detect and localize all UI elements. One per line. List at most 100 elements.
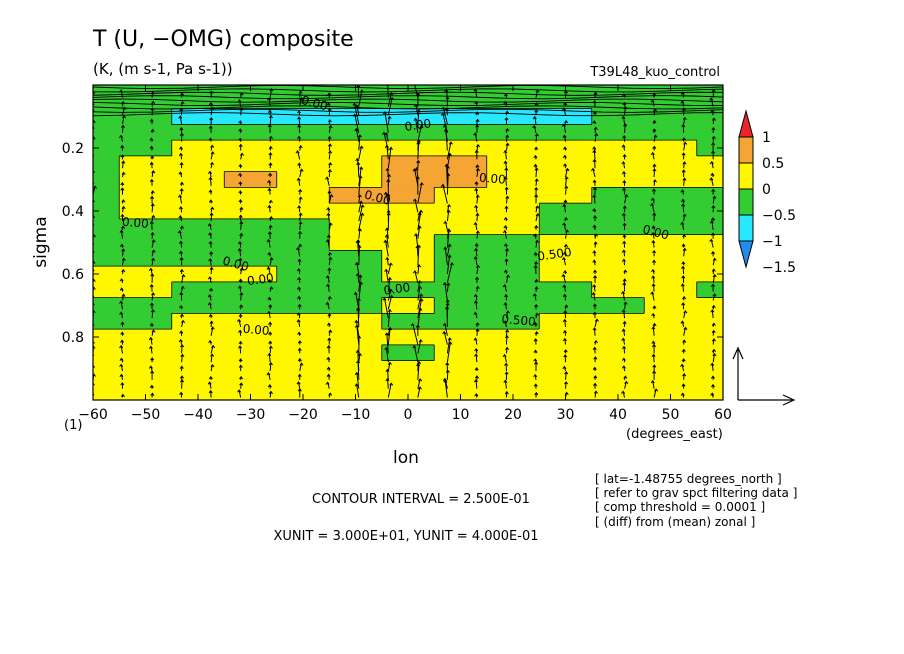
wind-vector [327,337,332,345]
wind-vector [238,313,243,319]
wind-vector [417,378,423,389]
wind-vector [296,246,301,257]
wind-vector [178,206,183,213]
wind-vector [354,127,360,142]
wind-vector [210,363,215,372]
wind-vector [652,92,657,98]
wind-vector [149,220,154,230]
heatmap-cell [224,329,278,346]
wind-vector [623,105,628,116]
wind-vector [119,311,124,319]
heatmap-cell [381,218,435,236]
wind-vector [709,97,714,107]
wind-vector [652,370,657,380]
wind-vector [93,382,95,389]
chart-title: T (U, −OMG) composite [92,27,354,52]
wind-vector [622,179,627,186]
wind-vector [709,220,714,230]
y-axis-label: sigma [31,216,51,267]
wind-vector [650,99,655,107]
heatmap-cell [696,155,723,173]
wind-vector [680,320,685,328]
colorbar-label: −1 [762,234,783,250]
wind-vector [504,186,509,195]
wind-vector [209,287,214,292]
heatmap-cell [276,203,330,220]
heatmap-cell [381,140,435,157]
wind-vector [562,337,567,345]
heatmap-cell [434,344,488,362]
wind-vector [120,213,125,222]
wind-vector [239,267,244,275]
wind-vector [505,247,510,257]
heatmap-cell [434,250,488,267]
wind-vector [563,349,568,354]
wind-vector [268,331,273,336]
wind-vector [652,128,657,133]
x-tick-label: −10 [341,407,371,423]
wind-vector [382,297,389,319]
colorbar-label: 1 [762,130,771,146]
heatmap-cell [119,218,173,236]
wind-vector [387,91,394,107]
wind-vector [417,124,424,142]
wind-vector [416,264,422,275]
wind-vector [237,99,242,107]
contour-label: 0.500 [536,245,572,264]
wind-vector [533,163,538,169]
wind-vector [387,262,393,275]
heatmap-cell [696,250,723,267]
info-line: [ refer to grav spct filtering data ] [595,486,797,500]
wind-vector [328,193,334,204]
heatmap-cell [171,376,225,400]
wind-vector [592,146,597,151]
wind-vector [594,318,599,328]
wind-vector [505,127,510,133]
wind-vector [473,132,478,142]
heatmap-cell [276,281,330,299]
wind-vector [267,123,272,133]
heatmap-cell [434,313,488,330]
heatmap-cell [119,376,173,400]
wind-vector [681,203,686,213]
heatmap-cell [486,187,540,204]
wind-vector [121,257,126,266]
heatmap-cell [591,297,645,314]
heatmap-cell [276,266,330,283]
wind-vector [650,291,655,301]
wind-vector [268,172,273,177]
wind-vector [652,168,657,178]
wind-vector [623,375,628,380]
heatmap-cell [224,171,278,188]
heatmap-cell [329,266,383,283]
heatmap-cell [696,140,723,157]
heatmap-cell [696,329,723,346]
wind-vector [444,88,449,98]
wind-vectors [93,85,717,398]
heatmap-cell [171,281,225,299]
wind-vector [150,309,155,319]
x-axis-label: lon [393,448,419,468]
wind-vector [651,239,656,248]
wind-vector [593,375,598,380]
heatmap-cell [329,281,383,299]
wind-vector [651,268,656,275]
wind-vector [326,366,331,372]
heatmap-cell [329,124,383,141]
heatmap-cell [486,281,540,299]
wind-vector [711,117,716,125]
wind-vector [680,392,685,398]
wind-vector [446,341,453,363]
wind-vector [119,287,124,292]
wind-vector [681,107,686,116]
heatmap-cell [486,124,540,141]
wind-vector [474,149,479,160]
wind-vector [353,291,360,310]
heatmap-cell [224,218,278,236]
wind-vector [121,160,126,169]
wind-vector [237,240,242,248]
heatmap-cell [486,297,540,314]
heatmap-cell [591,234,645,251]
wind-vector [446,172,451,195]
wind-vector [651,188,656,195]
